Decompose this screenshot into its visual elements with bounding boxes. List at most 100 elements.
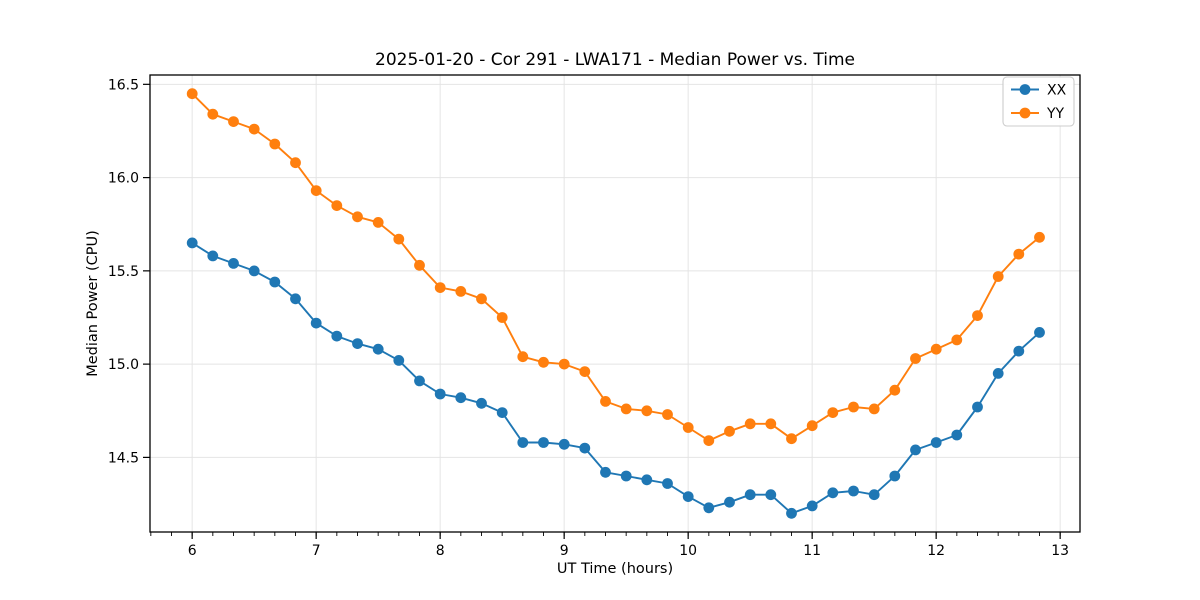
y-tick-label: 15.0	[108, 357, 139, 373]
data-point-marker	[972, 401, 983, 413]
data-point-marker	[806, 420, 818, 432]
data-point-marker	[331, 330, 343, 342]
data-point-marker	[1034, 327, 1045, 338]
data-point-marker	[434, 388, 446, 400]
data-point-marker	[992, 368, 1004, 379]
data-point-marker	[186, 88, 198, 100]
y-tick-label: 16.5	[108, 77, 139, 93]
series-xx	[186, 237, 1045, 519]
data-point-marker	[930, 437, 942, 448]
data-point-marker	[352, 338, 363, 349]
data-point-marker	[848, 401, 859, 413]
y-axis-label: Median Power (CPU)	[85, 230, 101, 377]
data-point-marker	[269, 276, 281, 288]
data-point-marker	[496, 312, 508, 323]
data-point-marker	[393, 355, 405, 366]
data-point-marker	[951, 334, 963, 346]
data-point-marker	[641, 474, 653, 486]
data-point-marker	[910, 353, 921, 364]
data-point-marker	[806, 500, 818, 512]
data-point-marker	[579, 366, 591, 377]
x-tick-label: 11	[803, 543, 821, 559]
data-point-marker	[744, 489, 756, 501]
data-point-marker	[600, 466, 611, 478]
data-point-marker	[517, 437, 529, 448]
data-point-marker	[765, 418, 777, 430]
x-tick-label: 8	[436, 543, 445, 559]
data-point-marker	[558, 358, 570, 370]
data-point-marker	[930, 343, 942, 355]
data-point-marker	[579, 442, 591, 454]
data-point-marker	[868, 489, 880, 501]
data-point-marker	[703, 435, 715, 446]
data-point-marker	[1013, 345, 1025, 357]
legend-sample-marker	[1019, 84, 1031, 95]
data-point-marker	[827, 407, 839, 418]
data-point-marker	[558, 438, 570, 450]
data-point-marker	[1013, 248, 1025, 260]
data-point-marker	[207, 250, 219, 262]
legend-label: XX	[1047, 83, 1067, 99]
data-point-marker	[310, 185, 322, 197]
data-point-marker	[848, 485, 859, 497]
data-point-marker	[290, 157, 301, 169]
data-point-marker	[786, 507, 797, 519]
x-tick-label: 10	[679, 543, 697, 559]
data-point-marker	[269, 138, 281, 150]
grid	[150, 75, 1080, 532]
y-tick-label: 14.5	[108, 450, 139, 466]
data-point-marker	[827, 487, 839, 499]
data-point-marker	[744, 418, 756, 430]
data-point-marker	[310, 317, 322, 329]
data-point-marker	[476, 293, 487, 305]
y-tick-label: 16.0	[108, 171, 139, 187]
data-point-marker	[972, 310, 983, 321]
y-tick-label: 15.5	[108, 264, 139, 280]
data-point-marker	[662, 409, 673, 420]
data-point-marker	[600, 396, 611, 407]
legend-sample-marker	[1019, 107, 1031, 119]
x-tick-label: 13	[1051, 543, 1069, 559]
x-axis: 6 7 8 9 10 11 12 13 UT Time (hours)	[150, 532, 1069, 577]
data-point-marker	[889, 384, 901, 396]
data-point-marker	[434, 282, 446, 293]
data-point-marker	[228, 258, 239, 269]
x-tick-label: 7	[312, 543, 321, 559]
data-point-marker	[455, 392, 467, 404]
data-point-marker	[641, 405, 653, 417]
data-point-marker	[992, 271, 1004, 282]
data-point-marker	[248, 265, 260, 277]
data-point-marker	[951, 429, 963, 441]
data-point-marker	[228, 116, 239, 127]
data-point-marker	[476, 397, 487, 409]
data-point-marker	[496, 407, 508, 418]
data-point-marker	[786, 433, 797, 445]
legend-label: YY	[1046, 106, 1065, 122]
data-point-marker	[724, 425, 735, 437]
plot-border	[149, 74, 1081, 533]
y-axis: 14.5 15.0 15.5 16.0 16.5 Median Power (CPU)	[85, 77, 150, 466]
data-point-marker	[517, 351, 529, 363]
data-point-marker	[724, 496, 735, 508]
data-point-marker	[868, 403, 880, 415]
data-point-marker	[414, 259, 425, 271]
data-point-marker	[207, 108, 219, 120]
data-point-marker	[372, 217, 384, 228]
data-point-marker	[620, 470, 632, 482]
data-point-marker	[682, 491, 694, 502]
x-tick-label: 9	[560, 543, 569, 559]
data-point-marker	[662, 478, 673, 489]
data-point-marker	[393, 233, 405, 245]
data-point-marker	[682, 422, 694, 433]
data-point-marker	[620, 403, 632, 415]
data-point-marker	[372, 343, 384, 355]
data-point-marker	[538, 437, 549, 448]
data-point-marker	[290, 293, 301, 305]
data-point-marker	[186, 237, 198, 249]
x-axis-label: UT Time (hours)	[557, 561, 673, 577]
data-point-marker	[1034, 231, 1045, 243]
data-point-marker	[765, 489, 777, 501]
